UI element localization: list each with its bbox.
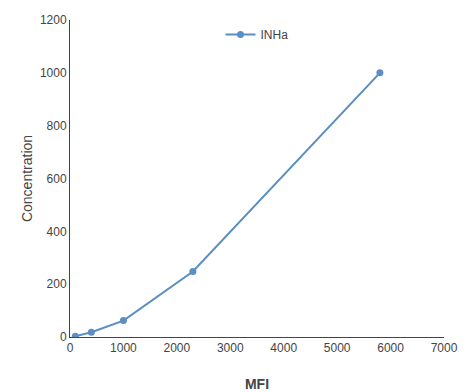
svg-text:2000: 2000 xyxy=(164,341,191,355)
svg-text:7000: 7000 xyxy=(431,341,458,355)
svg-text:1200: 1200 xyxy=(40,13,67,27)
svg-text:0: 0 xyxy=(60,330,67,344)
svg-text:800: 800 xyxy=(47,119,67,133)
svg-text:1000: 1000 xyxy=(40,66,67,80)
svg-text:INHa: INHa xyxy=(261,28,289,42)
svg-text:4000: 4000 xyxy=(270,341,297,355)
svg-text:6000: 6000 xyxy=(377,341,404,355)
svg-text:200: 200 xyxy=(47,277,67,291)
svg-text:0: 0 xyxy=(67,341,74,355)
svg-text:3000: 3000 xyxy=(217,341,244,355)
svg-text:MFI: MFI xyxy=(245,376,269,392)
svg-text:5000: 5000 xyxy=(324,341,351,355)
svg-text:1000: 1000 xyxy=(110,341,137,355)
svg-text:600: 600 xyxy=(47,172,67,186)
svg-text:400: 400 xyxy=(47,225,67,239)
svg-text:Concentration: Concentration xyxy=(19,135,35,222)
